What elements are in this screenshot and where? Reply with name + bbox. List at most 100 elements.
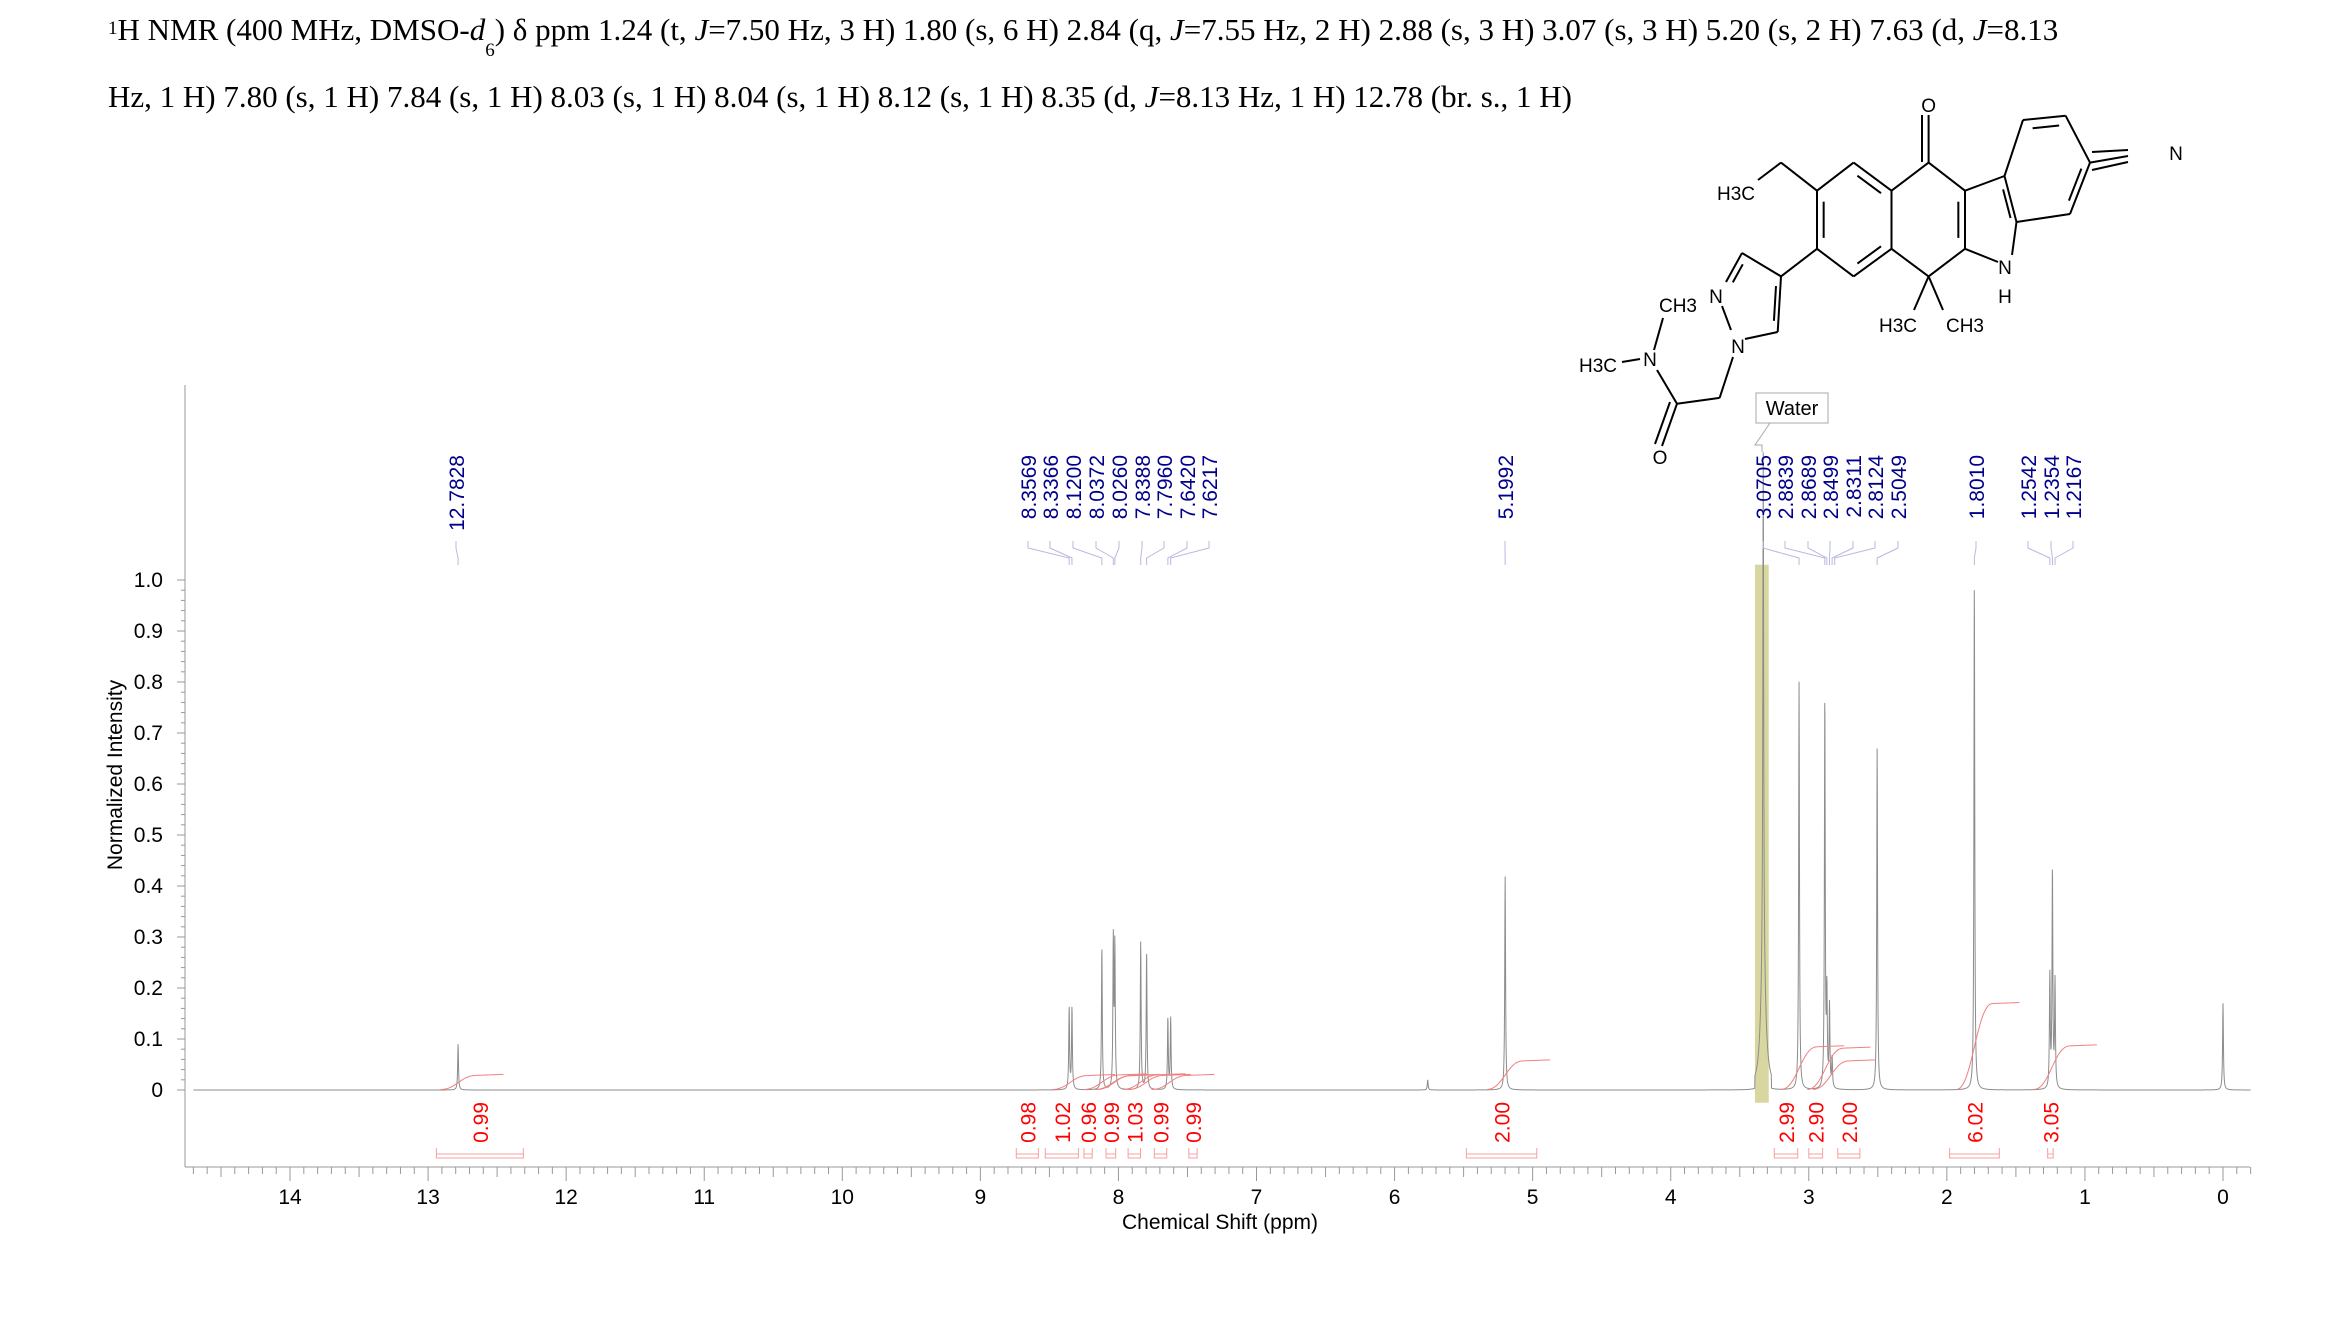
peak-label-leader	[2027, 541, 2051, 565]
bond	[1853, 161, 1893, 192]
description-segment: =7.50 Hz, 3 H) 1.80 (s, 6 H) 2.84 (q,	[708, 12, 1170, 47]
integral-bracket	[435, 1148, 524, 1159]
integral-value: 0.99	[470, 1102, 493, 1143]
nmr-description-line-1: 1H NMR (400 MHz, DMSO-d6) δ ppm 1.24 (t,…	[108, 6, 2328, 74]
nmr-spectrum-chart: 0 0.1 0.2 0.3 0.4 0.5 0.6 0.7 0.8 0.9 1.0 Normalize…	[104, 385, 2252, 1234]
y-tick-label: 0.6	[134, 773, 163, 796]
bond	[1927, 248, 1966, 278]
description-segment: ) δ ppm 1.24 (t,	[494, 12, 695, 47]
bond	[1721, 305, 1732, 331]
peak-label-leader	[1831, 541, 1854, 565]
atom-label-nh-h: H	[1998, 287, 2012, 308]
peak-label-leader	[1807, 541, 1828, 565]
bond	[1621, 358, 1641, 363]
peak-label-leader	[1049, 541, 1073, 565]
peak-label: 8.0260	[1109, 455, 1132, 519]
integral-bracket	[1083, 1148, 1093, 1159]
peak-label: 2.5049	[1888, 455, 1911, 519]
bond	[2003, 119, 2024, 177]
bond	[1780, 248, 1818, 278]
atom-label-n2: N	[1709, 287, 1723, 308]
integral-value: 2.00	[1492, 1102, 1515, 1143]
water-annotation-box	[1755, 392, 1829, 424]
integral-value: 6.02	[1964, 1102, 1987, 1143]
bond	[1744, 331, 1778, 340]
integral-value: 2.00	[1839, 1102, 1862, 1143]
atom-label-h3c-ethyl: H3C	[1717, 184, 1755, 205]
integral-curve	[1781, 1045, 1845, 1090]
peak-label-leader	[2050, 541, 2053, 565]
x-tick-label: 3	[1803, 1186, 1815, 1209]
bond	[2022, 114, 2066, 121]
bond	[1661, 403, 1678, 447]
integral-curve	[1083, 1073, 1147, 1090]
x-axis-label: Chemical Shift (ppm)	[1122, 1211, 1318, 1234]
peak-label: 5.1992	[1495, 455, 1518, 519]
integral-value: 0.99	[1101, 1102, 1124, 1143]
atom-label-h3c-amide: H3C	[1579, 356, 1617, 377]
peak-label-leader	[1170, 541, 1210, 565]
peak-label: 8.0372	[1086, 455, 1109, 519]
bond	[1676, 396, 1720, 405]
integral-curve	[1128, 1073, 1192, 1090]
description-segment: 6	[485, 40, 495, 61]
x-tick-label: 11	[693, 1186, 715, 1209]
y-tick-label: 0	[151, 1079, 163, 1102]
integral-bracket	[1153, 1148, 1168, 1159]
bond	[1653, 317, 1664, 351]
peak-label-leader	[1973, 541, 1977, 565]
integral-bracket	[1127, 1148, 1142, 1159]
description-segment: J	[1169, 12, 1184, 47]
nmr-description: 1H NMR (400 MHz, DMSO-d6) δ ppm 1.24 (t,…	[108, 6, 2328, 120]
bond	[1757, 161, 1782, 181]
nmr-description-line-2: Hz, 1 H) 7.80 (s, 1 H) 7.84 (s, 1 H) 8.0…	[108, 74, 2328, 120]
integral-curve	[1807, 1046, 1871, 1090]
integral-bracket	[1188, 1148, 1198, 1159]
x-tick-label: 14	[278, 1186, 302, 1209]
peak-label-leader	[1027, 541, 1070, 565]
x-tick-label: 13	[416, 1186, 439, 1209]
description-segment: J	[1972, 12, 1987, 47]
integral-curve	[1486, 1059, 1551, 1090]
peak-label-leader	[1146, 541, 1165, 565]
integral-value: 0.96	[1078, 1102, 1101, 1143]
x-tick-label: 5	[1527, 1186, 1539, 1209]
integral-curve	[1052, 1074, 1116, 1090]
integral-curve	[1956, 1002, 2020, 1090]
x-tick-label: 9	[975, 1186, 987, 1209]
bond	[1725, 252, 1743, 283]
double-bond-inner	[2067, 168, 2083, 202]
x-tick-label: 12	[554, 1186, 577, 1209]
integral-bracket	[1773, 1148, 1799, 1159]
peak-label-leader	[1784, 541, 1826, 565]
bond	[1890, 161, 1930, 192]
integral-curve	[1812, 1059, 1876, 1090]
bond	[1853, 247, 1893, 278]
bond	[1816, 248, 1855, 278]
peak-label: 1.2167	[2063, 455, 2086, 519]
double-bond-inner	[2032, 124, 2060, 130]
integral-bracket	[2047, 1148, 2054, 1159]
integral-bracket	[1015, 1148, 1039, 1159]
bond	[1741, 252, 1782, 278]
bond	[1927, 276, 1944, 311]
integral-curve	[1096, 1073, 1160, 1090]
description-segment: =7.55 Hz, 2 H) 2.88 (s, 3 H) 3.07 (s, 3 …	[1183, 12, 1973, 47]
bond	[1913, 276, 1930, 311]
double-bond-inner	[1731, 263, 1744, 283]
peak-label: 1.8010	[1966, 455, 1989, 519]
atom-label-n-nitrile: N	[2169, 144, 2183, 165]
integral-value: 1.02	[1052, 1102, 1075, 1143]
y-tick-label: 0.4	[134, 875, 164, 898]
peak-label-leader	[1876, 541, 1899, 565]
bond	[1654, 401, 1671, 445]
bond	[1780, 161, 1818, 192]
y-tick-label: 0.5	[134, 824, 163, 847]
double-bond-inner	[1772, 286, 1777, 321]
y-tick-label: 0.3	[134, 926, 163, 949]
peak-label: 8.3569	[1018, 455, 1041, 519]
description-segment: =8.13	[1986, 12, 2059, 47]
x-tick-label: 8	[1113, 1186, 1125, 1209]
atom-label-ch3-amide: CH3	[1659, 296, 1697, 317]
